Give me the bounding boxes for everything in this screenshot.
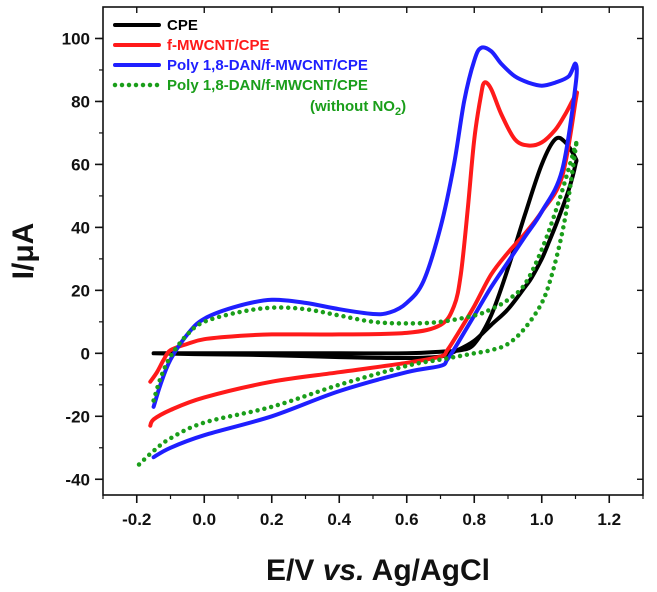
legend-note: (without NO2) xyxy=(310,98,406,118)
legend: CPE f-MWCNT/CPE Poly 1,8-DAN/f-MWCNT/CPE Po… xyxy=(112,17,406,118)
series-line-3 xyxy=(151,45,579,460)
series-line-2 xyxy=(148,80,579,428)
series-layer xyxy=(134,45,580,469)
axis-ticks xyxy=(95,7,644,503)
legend-note-subscript: 2 xyxy=(395,106,401,118)
series-line-4 xyxy=(134,138,580,469)
y-tick-label: 100 xyxy=(62,29,90,48)
x-axis-title-italic: vs. xyxy=(323,554,365,587)
y-tick-label: -40 xyxy=(65,470,90,489)
x-tick-label: 0.4 xyxy=(327,510,351,529)
y-tick-label: 60 xyxy=(71,155,90,174)
x-tick-label: -0.2 xyxy=(122,510,151,529)
y-tick-label: 80 xyxy=(71,92,90,111)
x-tick-label: 1.0 xyxy=(530,510,554,529)
x-tick-label: 0.8 xyxy=(462,510,486,529)
legend-label-4: Poly 1,8-DAN/f-MWCNT/CPE xyxy=(167,77,368,94)
legend-label-2: f-MWCNT/CPE xyxy=(167,37,269,54)
y-tick-label: 20 xyxy=(71,281,90,300)
y-axis-title: I/μA xyxy=(7,223,40,280)
y-tick-label: 40 xyxy=(71,218,90,237)
legend-note-close: ) xyxy=(401,98,406,115)
y-tick-label: -20 xyxy=(65,407,90,426)
x-tick-label: 0.0 xyxy=(192,510,216,529)
x-axis-title-part-3: Ag/AgCl xyxy=(364,554,490,587)
x-tick-label: 0.2 xyxy=(260,510,284,529)
x-tick-label: 1.2 xyxy=(597,510,621,529)
legend-label-1: CPE xyxy=(167,17,198,34)
legend-note-text: (without NO xyxy=(310,98,395,115)
tick-labels: -0.2 0.0 0.2 0.4 0.6 0.8 1.0 1.2 -40 -20 0 20 40 60 80… xyxy=(62,29,621,529)
x-axis-title-part-1: E/V xyxy=(266,554,323,587)
y-tick-label: 0 xyxy=(81,344,90,363)
x-tick-label: 0.6 xyxy=(395,510,419,529)
legend-label-3: Poly 1,8-DAN/f-MWCNT/CPE xyxy=(167,57,368,74)
x-axis-title: E/V vs. Ag/AgCl xyxy=(266,554,490,587)
